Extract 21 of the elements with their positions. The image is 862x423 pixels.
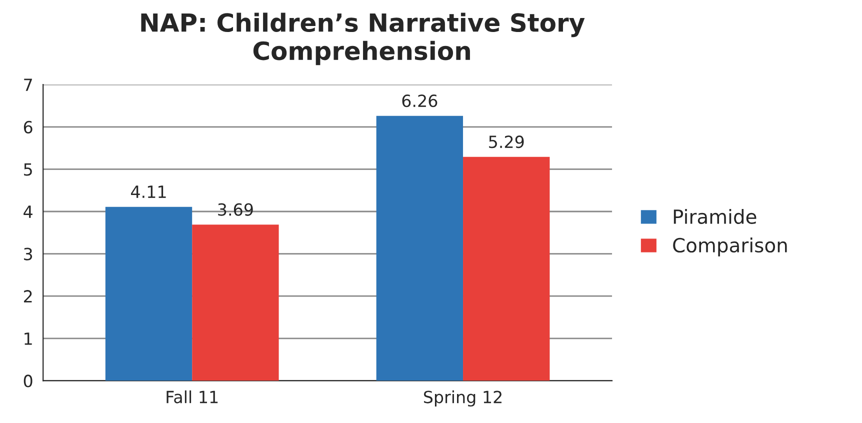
- y-tick-label: 6: [24, 120, 32, 134]
- legend-label: Comparison: [673, 238, 787, 256]
- y-tick-label: 0: [24, 374, 32, 388]
- y-tick-label: 3: [24, 248, 32, 260]
- legend-label: Piramide: [674, 208, 756, 224]
- data-label: 3.69: [218, 203, 253, 216]
- data-label: 4.11: [131, 186, 166, 198]
- y-tick-label: 1: [24, 332, 32, 345]
- y-tick-label: 7: [24, 78, 32, 91]
- chart-title: NAP: Children’s Narrative Story Comprehension: [141, 12, 585, 66]
- bar: [463, 156, 550, 381]
- y-tick-label: 2: [24, 290, 32, 302]
- bar: [376, 116, 464, 381]
- data-label: 6.26: [402, 94, 438, 108]
- bar: [192, 224, 279, 381]
- y-tick-label: 4: [24, 206, 32, 218]
- y-tick-label: 5: [24, 163, 32, 176]
- x-tick-label: Fall 11: [166, 390, 218, 404]
- x-tick-label: Spring 12: [424, 390, 502, 407]
- data-label: 5.29: [489, 136, 524, 148]
- bar: [105, 206, 192, 381]
